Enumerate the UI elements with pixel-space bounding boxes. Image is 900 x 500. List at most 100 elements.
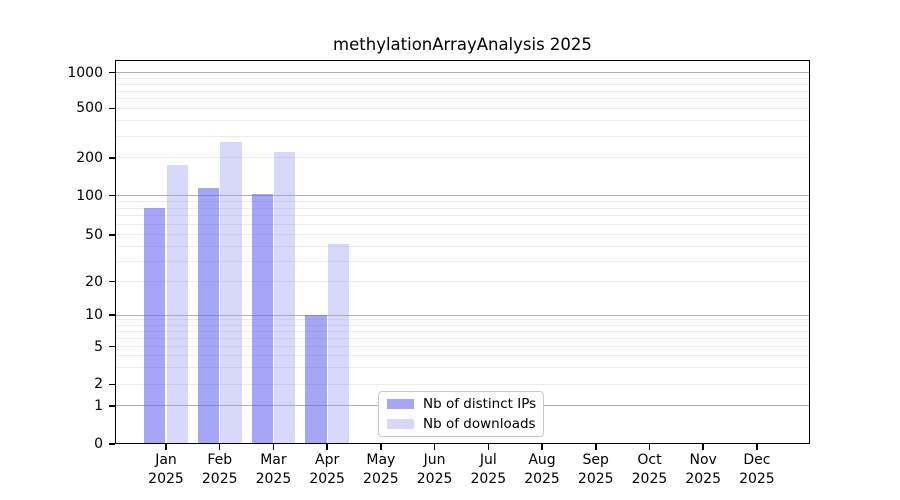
x-axis-tick	[218, 444, 221, 450]
minor-gridline	[115, 135, 810, 137]
minor-gridline	[115, 383, 810, 385]
y-axis-tick	[109, 71, 115, 74]
legend-label-downloads: Nb of downloads	[423, 416, 536, 432]
x-tick-label-year: 2025	[524, 470, 560, 487]
x-tick-label-year: 2025	[416, 470, 453, 487]
x-axis-tick	[326, 444, 328, 450]
minor-gridline	[115, 107, 810, 109]
x-tick-label-month: Jun	[423, 452, 446, 468]
x-axis-tick	[272, 444, 275, 450]
y-tick-label: 200	[76, 149, 103, 166]
x-tick-label-year: 2025	[739, 470, 775, 487]
y-tick-label: 50	[85, 226, 103, 243]
minor-gridline	[115, 245, 810, 247]
x-tick-label-year: 2025	[148, 470, 184, 487]
x-tick-label: Jul 2025	[460, 451, 516, 488]
x-tick-label-month: Nov	[689, 452, 717, 468]
legend-item-downloads: Nb of downloads	[379, 416, 543, 432]
x-axis-tick	[487, 444, 490, 450]
x-tick-label-month: Dec	[743, 452, 771, 468]
x-tick-label-month: Jan	[155, 452, 177, 468]
minor-gridline	[115, 98, 810, 100]
x-axis-tick	[648, 444, 651, 450]
legend-swatch-downloads	[387, 418, 414, 430]
y-tick-label: 100	[76, 187, 103, 204]
major-gridline	[115, 314, 810, 316]
x-tick-label: Aug 2025	[514, 451, 570, 488]
legend-item-distinct-ips: Nb of distinct IPs	[379, 396, 543, 412]
minor-gridline	[115, 157, 810, 159]
x-tick-label: Sep 2025	[568, 451, 624, 488]
x-tick-label-year: 2025	[470, 470, 507, 487]
y-axis-tick	[109, 443, 115, 445]
y-axis-tick	[109, 107, 115, 110]
minor-gridline	[115, 367, 810, 369]
minor-gridline	[115, 201, 810, 202]
x-tick-label-month: Aug	[528, 452, 556, 468]
x-tick-label: Dec 2025	[729, 451, 785, 488]
y-axis-tick	[109, 234, 115, 236]
x-axis-tick	[702, 444, 704, 450]
bar-downloads-apr	[327, 243, 349, 444]
y-axis-tick	[109, 405, 115, 407]
bar-distinct-ips-mar	[251, 194, 273, 444]
x-axis-tick	[756, 444, 758, 450]
bar-downloads-mar	[273, 151, 296, 444]
x-tick-label-year: 2025	[577, 470, 614, 487]
minor-gridline	[115, 83, 810, 85]
x-tick-label: May 2025	[353, 451, 409, 488]
legend-swatch-distinct-ips	[387, 398, 414, 410]
x-axis-tick	[165, 444, 167, 450]
x-tick-label-month: Apr	[315, 452, 340, 468]
y-tick-label: 5	[94, 338, 103, 355]
minor-gridline	[115, 77, 810, 79]
x-tick-label-year: 2025	[255, 470, 292, 487]
y-axis-tick	[109, 345, 115, 348]
y-tick-label: 10	[85, 307, 103, 323]
x-tick-label-month: Feb	[207, 452, 233, 468]
minor-gridline	[115, 207, 810, 209]
minor-gridline	[115, 346, 810, 348]
bar-distinct-ips-feb	[197, 187, 220, 444]
bar-distinct-ips-jan	[144, 208, 166, 444]
x-tick-label: Feb 2025	[192, 451, 248, 488]
x-tick-label-year: 2025	[685, 470, 721, 487]
y-tick-label: 1	[94, 397, 103, 414]
y-axis-tick	[109, 194, 115, 197]
y-tick-label: 20	[85, 273, 103, 290]
bar-downloads-feb	[220, 141, 242, 444]
minor-gridline	[115, 215, 810, 217]
x-axis-tick	[595, 444, 597, 450]
y-tick-label: 0	[94, 436, 103, 452]
minor-gridline	[115, 281, 810, 283]
x-tick-label-year: 2025	[309, 470, 345, 487]
x-tick-label-month: Sep	[582, 452, 609, 468]
x-tick-label: Oct 2025	[621, 451, 677, 488]
minor-gridline	[115, 355, 810, 357]
x-tick-label-month: Mar	[260, 452, 287, 468]
bar-distinct-ips-apr	[305, 315, 327, 444]
x-tick-label-month: Jul	[479, 452, 497, 468]
legend-label-distinct-ips: Nb of distinct IPs	[423, 396, 537, 412]
minor-gridline	[115, 224, 810, 226]
x-tick-label-month: May	[366, 452, 396, 468]
minor-gridline	[115, 119, 810, 121]
plot-area	[115, 60, 810, 444]
bar-downloads-jan	[166, 165, 188, 444]
minor-gridline	[115, 324, 810, 326]
x-tick-label-year: 2025	[363, 470, 399, 487]
x-tick-label: Mar 2025	[245, 451, 301, 488]
x-tick-label-year: 2025	[201, 470, 238, 487]
y-axis-tick	[109, 157, 115, 159]
x-tick-label-month: Oct	[637, 452, 662, 468]
y-tick-label: 2	[94, 376, 103, 393]
y-tick-label: 1000	[67, 64, 103, 81]
x-axis-tick	[380, 444, 382, 450]
minor-gridline	[115, 90, 810, 92]
y-axis-tick	[109, 383, 115, 386]
x-tick-label: Jan 2025	[138, 451, 194, 488]
minor-gridline	[115, 234, 810, 236]
x-axis-tick	[433, 444, 436, 450]
chart-title: methylationArrayAnalysis 2025	[333, 35, 592, 54]
